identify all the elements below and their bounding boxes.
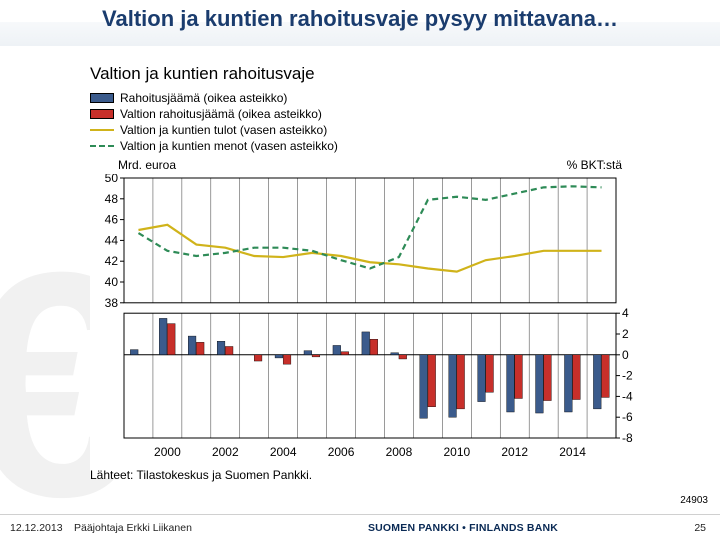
left-axis-title: Mrd. euroa (118, 158, 176, 172)
legend-line (90, 129, 114, 131)
chart-legend: Rahoitusjäämä (oikea asteikko) Valtion ra… (90, 90, 650, 154)
chart-svg: 38 40 42 44 46 48 50 -8 -6 -4 -2 0 2 4 2000 2002 2004 200… (90, 174, 650, 464)
axis-titles: Mrd. euroa % BKT:stä (90, 158, 650, 174)
legend-row: Valtion ja kuntien menot (vasen asteikko… (90, 138, 650, 154)
svg-text:46: 46 (105, 213, 119, 227)
svg-text:2004: 2004 (270, 445, 297, 459)
legend-label: Valtion ja kuntien menot (vasen asteikko… (120, 139, 338, 153)
right-axis-title: % BKT:stä (567, 158, 622, 172)
footer-author: Pääjohtaja Erkki Liikanen (74, 522, 254, 534)
chart-container: Valtion ja kuntien rahoitusvaje Rahoitus… (90, 64, 650, 478)
svg-text:44: 44 (105, 233, 119, 247)
legend-label: Rahoitusjäämä (oikea asteikko) (120, 91, 287, 105)
footer-date: 12.12.2013 (0, 522, 74, 534)
legend-label: Valtion rahoitusjäämä (oikea asteikko) (120, 107, 322, 121)
legend-row: Valtion ja kuntien tulot (vasen asteikko… (90, 122, 650, 138)
legend-row: Valtion rahoitusjäämä (oikea asteikko) (90, 106, 650, 122)
chart-plot: 38 40 42 44 46 48 50 -8 -6 -4 -2 0 2 4 2000 2002 2004 200… (90, 174, 650, 464)
legend-row: Rahoitusjäämä (oikea asteikko) (90, 90, 650, 106)
legend-label: Valtion ja kuntien tulot (vasen asteikko… (120, 123, 327, 137)
svg-text:-6: -6 (622, 410, 633, 424)
svg-text:2: 2 (622, 327, 629, 341)
svg-text:2012: 2012 (501, 445, 528, 459)
svg-text:4: 4 (622, 306, 629, 320)
svg-text:50: 50 (105, 174, 119, 185)
svg-text:2002: 2002 (212, 445, 239, 459)
chart-title: Valtion ja kuntien rahoitusvaje (90, 64, 650, 84)
slide-footer: 12.12.2013 Pääjohtaja Erkki Liikanen SUO… (0, 514, 720, 540)
legend-line (90, 145, 114, 147)
legend-swatch (90, 109, 114, 119)
svg-text:40: 40 (105, 275, 119, 289)
svg-text:0: 0 (622, 348, 629, 362)
svg-text:-2: -2 (622, 369, 633, 383)
chart-code: 24903 (680, 495, 708, 506)
slide-title: Valtion ja kuntien rahoitusvaje pysyy mi… (102, 6, 618, 32)
legend-swatch (90, 93, 114, 103)
chart-source: Lähteet: Tilastokeskus ja Suomen Pankki. (90, 468, 650, 482)
footer-page-number: 25 (672, 522, 720, 534)
svg-text:-8: -8 (622, 431, 633, 445)
slide: € Valtion ja kuntien rahoitusvaje pysyy … (0, 0, 720, 540)
svg-text:-4: -4 (622, 389, 633, 403)
svg-text:2006: 2006 (328, 445, 355, 459)
svg-text:42: 42 (105, 254, 119, 268)
svg-text:38: 38 (105, 296, 119, 310)
svg-text:2000: 2000 (154, 445, 181, 459)
title-band: Valtion ja kuntien rahoitusvaje pysyy mi… (0, 0, 720, 64)
svg-text:2014: 2014 (559, 445, 586, 459)
svg-text:2008: 2008 (386, 445, 413, 459)
footer-logo: SUOMEN PANKKI • FINLANDS BANK (254, 522, 672, 534)
svg-text:2010: 2010 (443, 445, 470, 459)
svg-text:48: 48 (105, 192, 119, 206)
